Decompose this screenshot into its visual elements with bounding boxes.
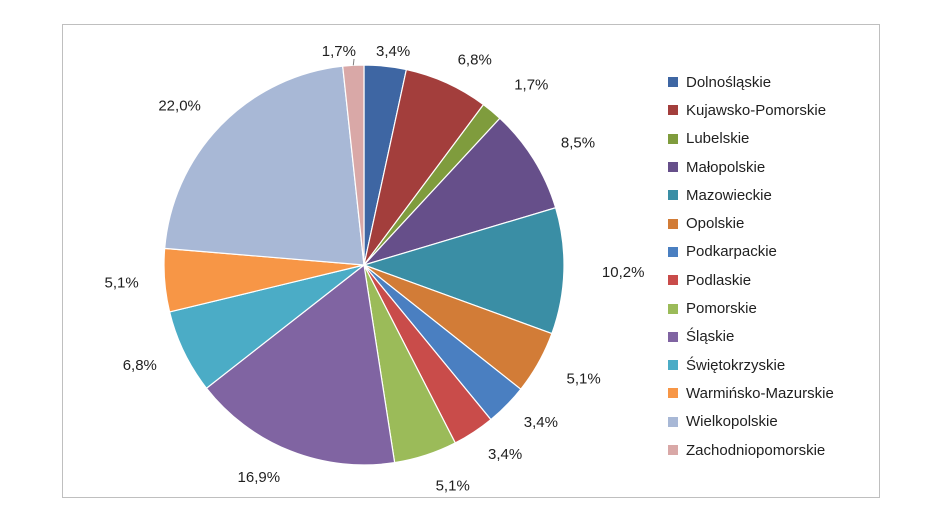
data-label-10: 6,8% bbox=[123, 357, 157, 374]
legend-swatch bbox=[668, 275, 678, 286]
legend-item: Lubelskie bbox=[668, 125, 834, 153]
legend-label: Dolnośląskie bbox=[686, 73, 772, 91]
data-label-4: 10,2% bbox=[602, 264, 645, 281]
leader-line-13 bbox=[352, 58, 355, 66]
data-label-5: 5,1% bbox=[567, 370, 601, 387]
legend-label: Mazowieckie bbox=[686, 186, 772, 204]
legend: Dolnośląskie Kujawsko-Pomorskie Lubelskie M… bbox=[668, 68, 834, 464]
legend-label: Podkarpackie bbox=[686, 243, 777, 261]
legend-label: Śląskie bbox=[686, 328, 735, 346]
legend-label: Lubelskie bbox=[686, 130, 750, 148]
legend-label: Warmińsko-Mazurskie bbox=[686, 384, 834, 402]
pie-slice-3 bbox=[362, 117, 557, 267]
legend-label: Kujawsko-Pomorskie bbox=[686, 101, 827, 119]
legend-item: Opolskie bbox=[668, 209, 834, 237]
pie-slice-4 bbox=[362, 207, 565, 335]
data-label-11: 5,1% bbox=[104, 274, 138, 291]
legend-label: Małopolskie bbox=[686, 158, 766, 176]
data-label-1: 6,8% bbox=[458, 51, 492, 68]
legend-swatch bbox=[668, 416, 678, 427]
data-label-9: 16,9% bbox=[238, 469, 281, 486]
legend-item: Zachodniopomorskie bbox=[668, 436, 834, 464]
data-label-12: 22,0% bbox=[158, 98, 201, 115]
legend-swatch bbox=[668, 190, 678, 201]
legend-label: Opolskie bbox=[686, 215, 745, 233]
legend-swatch bbox=[668, 331, 678, 342]
legend-swatch bbox=[668, 218, 678, 229]
data-label-13: 1,7% bbox=[322, 43, 356, 60]
leader-lines bbox=[352, 58, 355, 66]
legend-swatch bbox=[668, 133, 678, 144]
legend-swatch bbox=[668, 246, 678, 257]
legend-label: Podlaskie bbox=[686, 271, 752, 289]
legend-swatch bbox=[668, 162, 678, 173]
legend-swatch bbox=[668, 105, 678, 116]
legend-swatch bbox=[668, 445, 678, 455]
data-labels: 3,4% 6,8%1,7%8,5%10,2%5,1%3,4%3,4%5,1%16,… bbox=[104, 43, 644, 495]
legend-item: Śląskie bbox=[668, 323, 834, 351]
legend-item: Wielkopolskie bbox=[668, 408, 834, 436]
legend-swatch bbox=[668, 388, 678, 399]
legend-swatch bbox=[668, 77, 678, 88]
legend-label: Wielkopolskie bbox=[686, 413, 778, 431]
legend-item: Podlaskie bbox=[668, 266, 834, 294]
legend-item: Podkarpackie bbox=[668, 238, 834, 266]
legend-label: Świętokrzyskie bbox=[686, 356, 786, 374]
legend-label: Pomorskie bbox=[686, 300, 757, 318]
legend-swatch bbox=[668, 303, 678, 314]
legend-item: Mazowieckie bbox=[668, 181, 834, 209]
legend-item: Pomorskie bbox=[668, 294, 834, 322]
pie-slice-9 bbox=[205, 263, 396, 466]
legend-item: Warmińsko-Mazurskie bbox=[668, 379, 834, 407]
data-label-2: 1,7% bbox=[514, 76, 548, 93]
legend-swatch bbox=[668, 360, 678, 371]
legend-item: Dolnośląskie bbox=[668, 68, 834, 96]
legend-item: Kujawsko-Pomorskie bbox=[668, 96, 834, 124]
pie-slice-12 bbox=[164, 65, 365, 266]
legend-label: Zachodniopomorskie bbox=[686, 441, 826, 459]
data-label-3: 8,5% bbox=[561, 134, 595, 151]
data-label-7: 3,4% bbox=[488, 446, 522, 463]
data-label-0: 3,4% bbox=[376, 43, 410, 60]
data-label-6: 3,4% bbox=[524, 414, 558, 431]
data-label-8: 5,1% bbox=[436, 478, 470, 495]
legend-item: Małopolskie bbox=[668, 153, 834, 181]
pie-slices bbox=[163, 64, 565, 466]
legend-item: Świętokrzyskie bbox=[668, 351, 834, 379]
